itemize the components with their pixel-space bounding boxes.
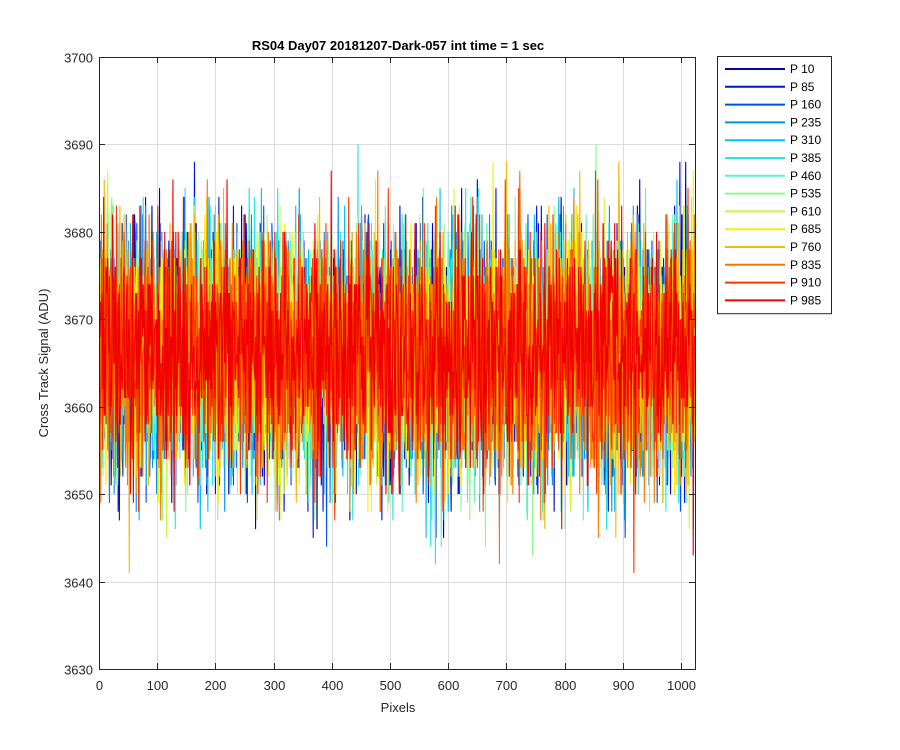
x-tick-label: 100: [147, 678, 169, 693]
x-tick-label: 800: [555, 678, 577, 693]
y-tick-label: 3650: [64, 488, 93, 503]
x-tick-label: 500: [380, 678, 402, 693]
x-tick-label: 600: [438, 678, 460, 693]
series-group: [99, 144, 695, 573]
x-tick-label: 700: [496, 678, 518, 693]
legend-entry-label: P 310: [790, 133, 821, 147]
y-tick-label: 3690: [64, 138, 93, 153]
legend-entry-label: P 610: [790, 204, 821, 218]
y-tick-label: 3630: [64, 663, 93, 678]
x-tick-label: 400: [322, 678, 344, 693]
legend-entry-label: P 985: [790, 293, 821, 307]
legend-entry-label: P 760: [790, 240, 821, 254]
legend-entry-label: P 85: [790, 80, 815, 94]
x-tick-label: 1000: [667, 678, 696, 693]
x-axis-label: Pixels: [381, 700, 416, 715]
legend-entry-label: P 460: [790, 169, 821, 183]
legend-entry-label: P 685: [790, 222, 821, 236]
chart-title: RS04 Day07 20181207-Dark-057 int time = …: [252, 38, 544, 53]
legend-entry-label: P 235: [790, 115, 821, 129]
y-tick-label: 3660: [64, 401, 93, 416]
x-tick-label: 300: [264, 678, 286, 693]
legend-entry-label: P 835: [790, 258, 821, 272]
x-tick-label: 900: [613, 678, 635, 693]
y-tick-label: 3700: [64, 51, 93, 66]
y-tick-label: 3640: [64, 576, 93, 591]
legend-entry-label: P 910: [790, 276, 821, 290]
legend-entry-label: P 385: [790, 151, 821, 165]
legend-entry-label: P 10: [790, 62, 815, 76]
x-tick-label: 0: [96, 678, 103, 693]
y-tick-label: 3670: [64, 313, 93, 328]
legend-box: [717, 56, 832, 315]
y-axis-label: Cross Track Signal (ADU): [36, 289, 51, 438]
legend-entry-label: P 535: [790, 187, 821, 201]
legend-entry-label: P 160: [790, 98, 821, 112]
x-tick-label: 200: [205, 678, 227, 693]
plot-frame: [99, 57, 696, 670]
ticks: 0 100 200 300 400 500 600 700 800 900 1000 3630 3640…: [64, 51, 696, 694]
series-line-p-985: [99, 170, 695, 556]
legend: P 10 P 85 P 160 P 235 P 310 P 385 P 460 P 535 P …: [717, 56, 832, 315]
y-tick-label: 3680: [64, 226, 93, 241]
